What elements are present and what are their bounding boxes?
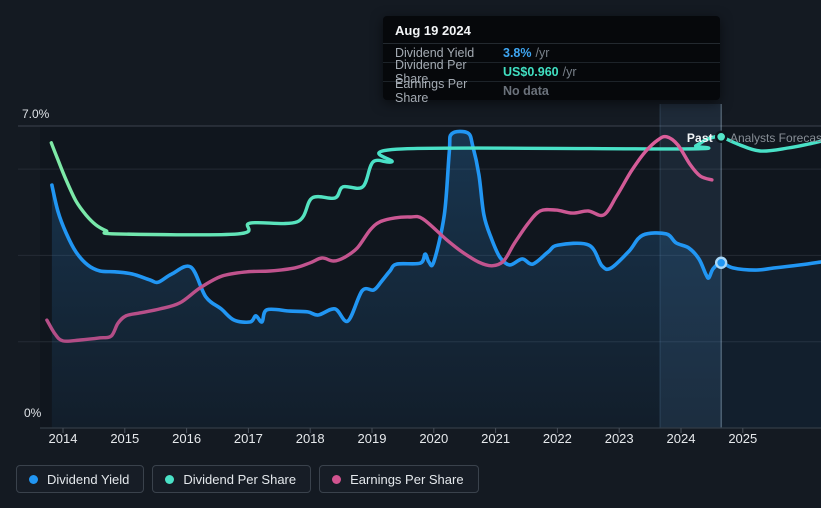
x-axis-year-label: 2015 bbox=[110, 431, 140, 446]
y-axis-min-label: 0% bbox=[24, 406, 42, 420]
tooltip-row-label: Dividend Per Share bbox=[395, 58, 467, 86]
past-label: Past bbox=[686, 131, 713, 145]
x-axis-year-label: 2024 bbox=[666, 431, 696, 446]
dividend-yield-line bbox=[50, 129, 821, 325]
legend-dividend-yield-button[interactable]: Dividend Yield bbox=[16, 465, 145, 493]
x-axis-year-label: 2021 bbox=[481, 431, 511, 446]
tooltip-row-suffix: /yr bbox=[535, 46, 550, 60]
analysts-forecast-label: Analysts Forecasts bbox=[730, 131, 821, 145]
x-axis-year-label: 2016 bbox=[172, 431, 202, 446]
tooltip-row-label: Dividend Yield bbox=[395, 46, 475, 60]
dividend-yield-area bbox=[721, 261, 821, 428]
dividend-per-share-dot-icon bbox=[165, 474, 175, 484]
x-axis-year-label: 2023 bbox=[604, 431, 634, 446]
x-axis-year-label: 2020 bbox=[419, 431, 449, 446]
x-axis-year-label: 2014 bbox=[48, 431, 78, 446]
marker-dot-dividend-per-share bbox=[714, 130, 728, 143]
x-axis-year-label: 2019 bbox=[357, 431, 387, 446]
tooltip-date: Aug 19 2024 bbox=[383, 16, 720, 44]
legend-label: Dividend Yield bbox=[47, 471, 130, 487]
tooltip-row-dividend-yield: Dividend Yield 3.8%/yr bbox=[383, 44, 720, 63]
y-axis-max-label: 7.0% bbox=[22, 107, 50, 121]
tooltip-row-label: Earnings Per Share bbox=[395, 77, 468, 105]
tooltip-row-value: 3.8% bbox=[503, 46, 532, 60]
legend-label: Earnings Per Share bbox=[350, 471, 464, 487]
x-axis-year-label: 2022 bbox=[542, 431, 572, 446]
x-axis-year-label: 2018 bbox=[295, 431, 325, 446]
tooltip-row-earnings-per-share: Earnings Per Share No data bbox=[383, 77, 720, 105]
earnings-per-share-line bbox=[45, 134, 714, 343]
dividend-yield-area bbox=[51, 131, 722, 428]
tooltip-row-dividend-per-share: Dividend Per Share US$0.960/yr bbox=[383, 58, 720, 86]
marker-dot-dividend-yield bbox=[714, 256, 728, 269]
earnings-per-share-dot-icon bbox=[332, 474, 342, 484]
legend-earnings-per-share-button[interactable]: Earnings Per Share bbox=[319, 465, 479, 493]
legend: Dividend Yield Dividend Per Share Earnin… bbox=[16, 465, 479, 493]
chart-tooltip: Aug 19 2024 Dividend Yield 3.8%/yr Divid… bbox=[383, 16, 720, 105]
x-axis-year-label: 2017 bbox=[233, 431, 263, 446]
x-axis-year-label: 2025 bbox=[728, 431, 758, 446]
tooltip-row-value: US$0.960 bbox=[503, 65, 559, 79]
legend-label: Dividend Per Share bbox=[183, 471, 297, 487]
tooltip-row-value: No data bbox=[503, 84, 549, 98]
legend-dividend-per-share-button[interactable]: Dividend Per Share bbox=[152, 465, 312, 493]
dividend-yield-dot-icon bbox=[29, 474, 38, 484]
tooltip-row-suffix: /yr bbox=[562, 65, 577, 79]
